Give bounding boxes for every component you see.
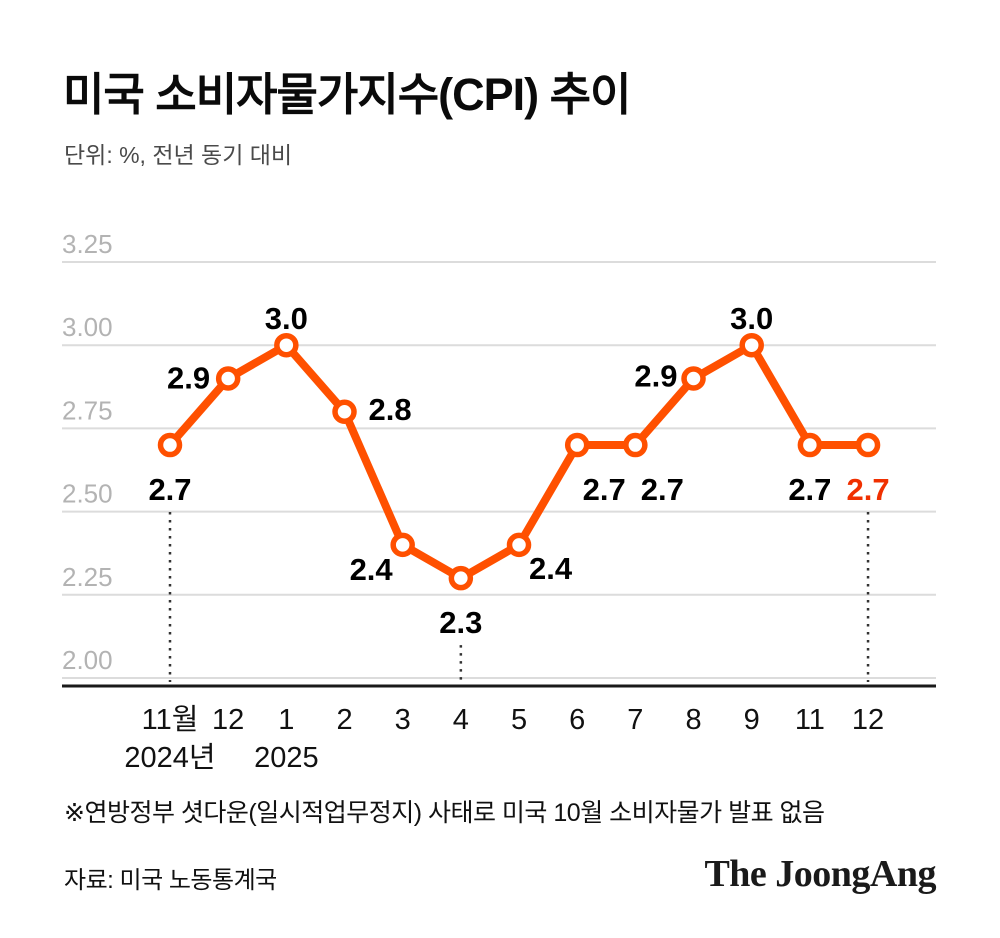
data-point-marker: [157, 432, 183, 458]
x-axis-tick-label: 12: [212, 704, 244, 736]
data-label: 2.8: [369, 392, 412, 427]
data-point-marker: [506, 532, 532, 558]
data-point-marker: [274, 332, 299, 358]
data-point-marker: [448, 565, 474, 591]
joongang-logo: The JoongAng: [704, 853, 936, 895]
x-axis-tick-label: 6: [569, 704, 585, 736]
x-axis-tick-label: 7: [627, 704, 643, 736]
data-label: 2.3: [439, 605, 482, 640]
x-axis-tick-label: 4: [453, 704, 469, 736]
page-title: 미국 소비자물가지수(CPI) 추이: [63, 69, 631, 120]
data-point-marker: [681, 366, 706, 391]
x-axis-year-label: 2025: [254, 742, 319, 774]
data-label: 2.4: [350, 552, 394, 587]
data-point-marker: [332, 399, 357, 425]
data-point-marker: [855, 432, 881, 458]
y-axis-tick-label: 3.00: [62, 312, 113, 342]
data-label: 2.9: [634, 358, 677, 393]
data-point-marker: [390, 532, 415, 558]
chart-unit-label: 단위: %, 전년 동기 대비: [64, 142, 293, 168]
data-point-marker: [739, 332, 764, 358]
x-axis-tick-label: 9: [744, 704, 760, 736]
data-label: 2.7: [583, 472, 626, 507]
x-axis-tick-label: 8: [685, 704, 701, 736]
data-label: 3.0: [265, 301, 308, 336]
data-label: 2.7: [148, 472, 191, 507]
data-point-marker: [564, 432, 590, 458]
x-axis-tick-label: 11: [795, 704, 825, 736]
data-point-marker: [797, 432, 823, 458]
data-point-marker: [215, 366, 241, 391]
y-axis-tick-label: 2.00: [62, 645, 113, 675]
data-label: 2.7: [788, 472, 831, 507]
data-label: 2.4: [529, 551, 573, 586]
x-axis-tick-label: 1: [278, 704, 294, 736]
data-label: 2.7: [641, 472, 684, 507]
source-credit: 자료: 미국 노동통계국: [64, 867, 277, 894]
data-label: 2.9: [167, 360, 210, 395]
x-axis-tick-label: 11월: [142, 703, 199, 736]
x-axis-tick-label: 3: [395, 704, 411, 736]
data-label-highlighted: 2.7: [846, 472, 889, 507]
y-axis-tick-label: 3.25: [62, 229, 113, 259]
y-axis-tick-label: 2.50: [62, 479, 113, 509]
data-point-marker: [623, 432, 648, 458]
x-axis-tick-label: 5: [511, 704, 527, 736]
y-axis-tick-label: 2.75: [62, 395, 113, 425]
y-axis-tick-label: 2.25: [62, 562, 113, 592]
footnote: ※연방정부 셧다운(일시적업무정지) 사태로 미국 10월 소비자물가 발표 없…: [64, 799, 825, 827]
x-axis-year-label: 2024년: [124, 742, 215, 774]
x-axis-tick-label: 2: [336, 704, 352, 736]
x-axis-tick-label: 12: [852, 704, 884, 736]
data-label: 3.0: [730, 301, 773, 336]
